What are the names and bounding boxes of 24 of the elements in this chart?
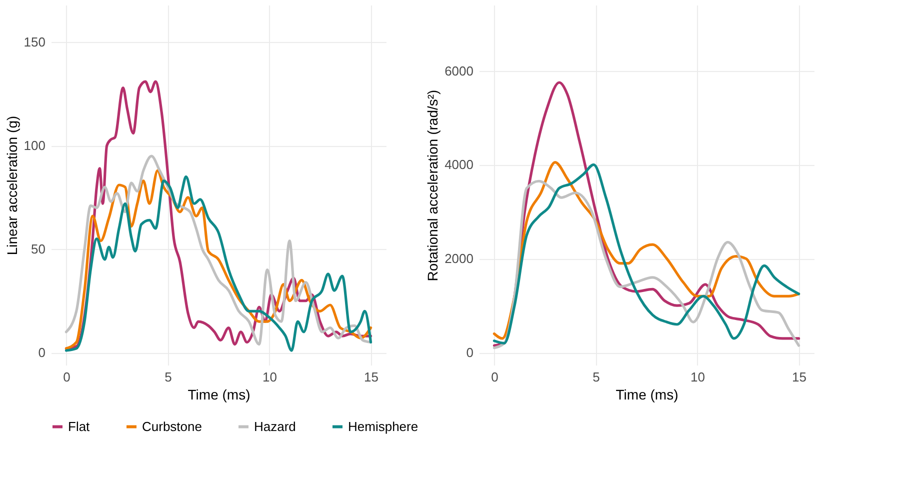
x-tick-label: 0 [491,370,498,384]
x-axis-title: Time (ms) [616,386,678,402]
legend-label: Flat [68,418,90,434]
x-tick-label: 0 [63,370,70,384]
y-tick-label: 50 [31,242,46,257]
y-tick-label: 150 [24,34,46,50]
y-tick-label: 6000 [444,63,474,78]
x-tick-label: 15 [364,370,379,384]
y-tick-label: 0 [38,345,46,360]
y-axis-title: Rotational acceleration (rad/s²) [424,90,441,282]
y-tick-label: 2000 [444,251,474,266]
x-tick-label: 10 [690,370,705,384]
y-axis-title: Linear acceleration (g) [4,116,20,256]
x-axis-title: Time (ms) [188,386,250,402]
y-tick-label: 100 [24,138,46,154]
y-tick-label: 4000 [444,157,474,172]
x-tick-label: 15 [792,370,807,384]
legend-label: Hemisphere [348,418,418,434]
x-tick-label: 10 [262,370,277,384]
x-tick-label: 5 [164,370,172,384]
legend-label: Hazard [254,418,296,434]
y-tick-label: 0 [466,345,474,360]
x-tick-label: 5 [592,370,600,384]
legend-label: Curbstone [142,418,202,434]
